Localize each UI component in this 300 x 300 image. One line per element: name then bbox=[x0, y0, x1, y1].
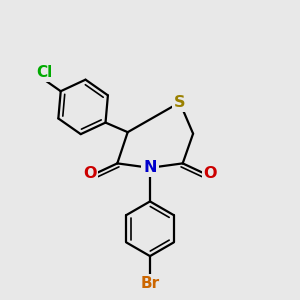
Text: O: O bbox=[204, 166, 217, 181]
Text: Cl: Cl bbox=[36, 64, 52, 80]
Text: N: N bbox=[143, 160, 157, 175]
Text: S: S bbox=[174, 95, 185, 110]
Text: O: O bbox=[83, 166, 96, 181]
Text: Br: Br bbox=[140, 276, 160, 291]
